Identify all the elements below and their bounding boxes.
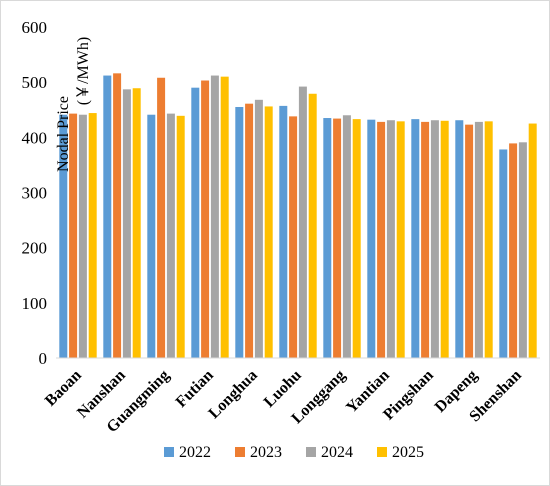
bar-longgang-2023 <box>333 118 342 359</box>
bar-nanshan-2024 <box>122 89 131 359</box>
bar-longhua-2022 <box>235 106 244 358</box>
bar-luohu-2024 <box>298 86 307 358</box>
y-tick-label: 500 <box>22 73 48 92</box>
bar-futian-2022 <box>191 87 200 358</box>
bar-yantian-2023 <box>377 121 386 359</box>
bar-nanshan-2025 <box>132 88 141 359</box>
bar-baoan-2022 <box>59 114 68 358</box>
bar-dapeng-2023 <box>465 124 474 359</box>
bar-luohu-2023 <box>289 116 298 359</box>
y-tick-label: 200 <box>22 239 48 258</box>
bar-dapeng-2024 <box>474 121 483 359</box>
legend-swatch-2023 <box>235 447 245 457</box>
legend-swatch-2024 <box>306 447 316 457</box>
bar-futian-2025 <box>220 76 229 359</box>
bar-luohu-2022 <box>279 105 288 358</box>
legend-swatch-2025 <box>377 447 387 457</box>
bar-guangming-2022 <box>147 114 156 358</box>
y-axis-label-line1: Nodal Price <box>55 96 72 172</box>
x-category-label: Longhua <box>205 367 260 422</box>
y-tick-label: 100 <box>22 294 48 313</box>
bar-pingshan-2025 <box>440 120 449 359</box>
bar-longhua-2023 <box>245 103 254 358</box>
x-category-label: Baoan <box>42 367 85 410</box>
bar-guangming-2024 <box>166 113 175 358</box>
bars <box>59 73 537 359</box>
bar-guangming-2023 <box>157 77 166 359</box>
legend-swatch-2022 <box>164 447 174 457</box>
legend-label-2023: 2023 <box>250 444 282 461</box>
bar-longhua-2024 <box>254 99 263 358</box>
bar-longhua-2025 <box>264 106 273 358</box>
bar-luohu-2025 <box>308 93 317 359</box>
bar-nanshan-2023 <box>113 73 122 358</box>
bar-baoan-2023 <box>69 113 78 358</box>
bar-dapeng-2025 <box>484 121 493 359</box>
bar-yantian-2022 <box>367 119 376 359</box>
bar-longgang-2022 <box>323 118 332 359</box>
bar-nanshan-2022 <box>103 75 112 359</box>
legend-label-2022: 2022 <box>179 444 211 461</box>
legend-label-2024: 2024 <box>321 444 353 461</box>
legend-label-2025: 2025 <box>392 444 424 461</box>
y-tick-label: 300 <box>22 184 48 203</box>
bar-longgang-2025 <box>352 119 361 359</box>
bar-shenshan-2024 <box>518 142 527 358</box>
y-tick-label: 0 <box>39 349 48 368</box>
y-axis-ticks: 0 100 200 300 400 500 600 <box>22 18 48 368</box>
bar-yantian-2025 <box>396 121 405 359</box>
bar-baoan-2025 <box>88 113 97 358</box>
bar-dapeng-2022 <box>455 120 464 359</box>
bar-longgang-2024 <box>342 115 351 359</box>
legend: 2022 2023 2024 2025 <box>164 444 424 461</box>
bar-pingshan-2022 <box>411 119 420 359</box>
bar-shenshan-2023 <box>509 143 518 358</box>
bar-yantian-2024 <box>386 120 395 359</box>
bar-pingshan-2023 <box>421 121 430 359</box>
bar-pingshan-2024 <box>430 120 439 359</box>
bar-guangming-2025 <box>176 115 185 359</box>
y-axis-label-line2: (￥/MWh) <box>75 37 92 105</box>
bar-shenshan-2025 <box>528 123 537 359</box>
bar-baoan-2024 <box>78 114 87 358</box>
y-tick-label: 400 <box>22 128 48 147</box>
bar-futian-2024 <box>210 75 219 359</box>
bar-futian-2023 <box>201 80 210 359</box>
bar-shenshan-2022 <box>499 149 508 358</box>
y-tick-label: 600 <box>22 18 48 37</box>
